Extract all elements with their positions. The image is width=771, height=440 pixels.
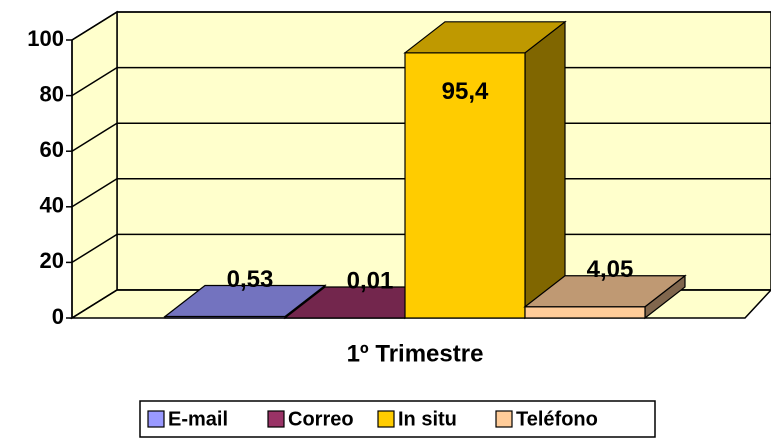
grid-side: [71, 66, 118, 97]
grid-side: [71, 178, 118, 208]
bar-side: [524, 20, 566, 320]
legend-swatch: [495, 410, 513, 428]
grid-side: [71, 122, 118, 152]
x-tick-label: 1º Trimestre: [347, 340, 484, 367]
bar-front: [404, 52, 526, 319]
bar: [403, 20, 567, 320]
bar: [523, 274, 687, 320]
side-wall: [71, 10, 118, 320]
legend-label: In situ: [398, 408, 457, 430]
value-label: 95,4: [442, 78, 489, 105]
y-tick-label: 60: [40, 137, 64, 162]
grid-side: [71, 289, 118, 319]
y-tick-label: 100: [27, 26, 64, 51]
y-tick-label: 20: [40, 248, 64, 273]
y-tick-label: 80: [40, 81, 64, 106]
legend-swatch: [377, 410, 395, 428]
legend-box: [139, 400, 656, 438]
bar-front: [524, 306, 646, 319]
grid-line: [71, 11, 771, 41]
bar-top: [163, 284, 327, 318]
legend-swatch: [267, 410, 285, 428]
legend-label: Teléfono: [516, 408, 598, 430]
value-label: 0,53: [227, 266, 274, 293]
y-tick-label: 0: [52, 304, 64, 329]
legend-label: E-mail: [168, 408, 228, 430]
value-label: 4,05: [587, 256, 634, 283]
grid-side: [71, 11, 118, 41]
legend: E-mail Correo In situ Teléfono: [139, 400, 656, 438]
bar-top: [403, 21, 567, 54]
legend-label: Correo: [288, 408, 354, 430]
grid-side: [71, 233, 118, 264]
value-label: 0,01: [347, 267, 394, 294]
bar-top: [523, 275, 687, 308]
legend-swatch: [147, 410, 165, 428]
y-tick-label: 40: [40, 193, 64, 218]
